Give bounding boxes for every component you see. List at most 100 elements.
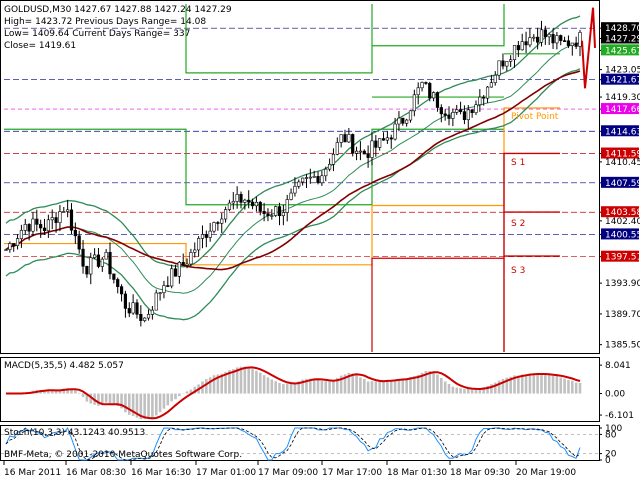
candle-body (28, 224, 31, 231)
macd-bar (440, 378, 443, 394)
candle-body (224, 210, 227, 219)
candle-body (301, 178, 304, 182)
candle-body (309, 177, 312, 178)
candle-body (236, 194, 239, 201)
candle-body (494, 75, 497, 82)
candle-body (521, 42, 524, 50)
time-tick-label: 17 Mar 17:00 (322, 468, 382, 478)
candle-body (43, 228, 46, 231)
candle-body (294, 186, 297, 193)
candle-body (575, 43, 578, 46)
candle-body (36, 219, 39, 224)
macd-bar (556, 376, 559, 394)
candle-body (305, 178, 308, 179)
candle-body (255, 202, 258, 206)
macd-bar (143, 394, 146, 420)
candle-body (197, 238, 200, 249)
macd-bar (328, 381, 331, 393)
candle-body (321, 176, 324, 183)
candle-body (324, 169, 327, 176)
macd-bar (317, 380, 320, 394)
macd-bar (498, 381, 501, 394)
macd-bar (82, 394, 85, 397)
header-line-3: Low= 1409.64 Current Days Range= 337 (4, 29, 190, 39)
macd-bar (147, 394, 150, 419)
candle-body (386, 138, 389, 140)
price-tick-label: 1410.45 (605, 158, 640, 168)
stoch-tick-label: 80 (605, 430, 617, 440)
macd-bar (448, 384, 451, 393)
candle-body (513, 45, 516, 59)
candle-body (502, 61, 505, 66)
macd-bar (209, 377, 212, 393)
candle-body (47, 220, 50, 231)
macd-bar (324, 381, 327, 393)
candle-body (220, 219, 223, 223)
candle-body (367, 154, 370, 158)
price-marker-label: 1407.59 (605, 179, 640, 189)
candle-body (120, 287, 123, 294)
candle-body (170, 269, 173, 286)
candle-body (101, 259, 104, 266)
macd-bar (290, 383, 293, 393)
macd-bar (359, 377, 362, 393)
candle-body (455, 110, 458, 113)
macd-label: MACD(5,35,5) 4.482 5.057 (4, 361, 124, 371)
macd-bar (263, 375, 266, 393)
candle-body (70, 210, 73, 230)
candle-body (116, 279, 119, 286)
candle-body (278, 207, 281, 216)
macd-bar (525, 374, 528, 393)
candle-body (244, 200, 247, 202)
candle-body (155, 293, 158, 310)
macd-bar (363, 379, 366, 394)
candle-body (332, 154, 335, 164)
candle-body (32, 219, 35, 231)
candle-body (24, 224, 27, 230)
candle-body (217, 222, 220, 223)
candle-body (263, 211, 266, 213)
macd-bar (186, 391, 189, 393)
candle-body (571, 43, 574, 46)
candle-body (417, 88, 420, 95)
candle-body (444, 114, 447, 115)
candle-body (297, 182, 300, 186)
price-marker-label: 1400.55 (605, 230, 640, 240)
macd-bar (355, 375, 358, 393)
candle-body (532, 37, 535, 38)
macd-bar (529, 373, 532, 393)
price-marker-label: 1397.51 (605, 253, 640, 263)
macd-tick-label: 0.00 (605, 390, 625, 400)
macd-bar (240, 367, 243, 394)
macd-bar (267, 377, 270, 393)
candle-body (59, 212, 62, 223)
candle-body (213, 222, 216, 231)
s1-label: S 1 (511, 158, 525, 168)
macd-bar (463, 389, 466, 393)
price-tick-label: 1389.70 (605, 310, 640, 320)
candle-body (475, 105, 478, 113)
candle-body (97, 255, 100, 267)
s3-label: S 3 (511, 266, 525, 276)
candle-body (186, 264, 189, 265)
candle-body (178, 262, 181, 276)
candle-body (371, 141, 374, 158)
candle-body (479, 97, 482, 105)
macd-bar (436, 374, 439, 393)
macd-bar (278, 383, 281, 394)
macd-bar (521, 375, 524, 394)
candle-body (62, 212, 65, 213)
macd-bar (163, 394, 166, 409)
macd-bar (401, 379, 404, 394)
candle-body (193, 250, 196, 252)
macd-bar (247, 368, 250, 394)
macd-bar (170, 394, 173, 402)
candle-body (471, 110, 474, 113)
candle-body (147, 314, 150, 318)
candle-body (163, 286, 166, 293)
price-tick-label: 1393.90 (605, 279, 640, 289)
candle-body (16, 239, 19, 246)
candle-body (313, 176, 316, 177)
candle-body (525, 42, 528, 45)
